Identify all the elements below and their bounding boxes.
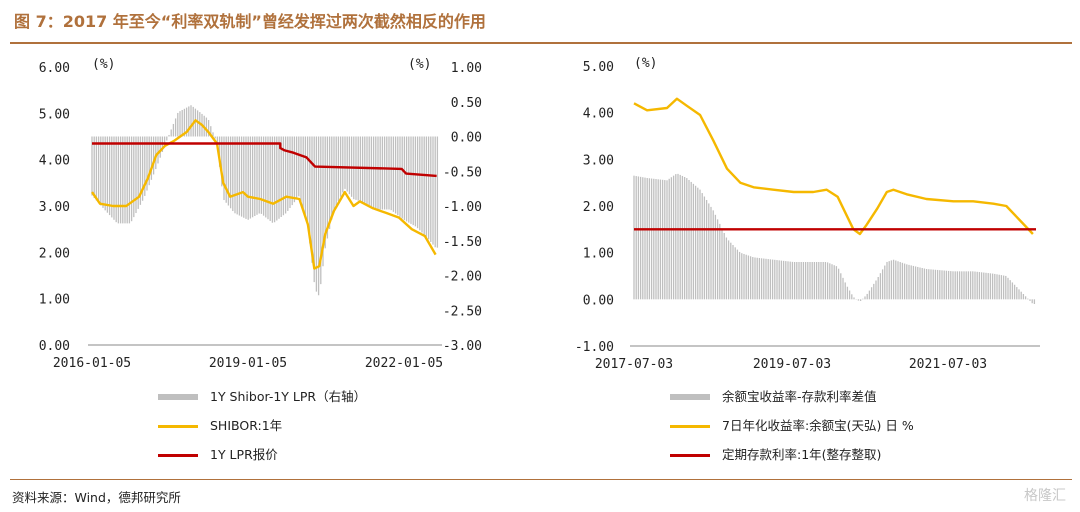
x-tick-label: 2019-07-03 (753, 357, 831, 372)
y-tick-label-right: -0.50 (443, 165, 482, 180)
x-tick-label: 2019-01-05 (209, 356, 287, 371)
x-tick-label: 2022-01-05 (365, 356, 443, 371)
legend-swatch-bar (158, 394, 198, 400)
source-note: 资料来源：Wind，德邦研究所 (12, 490, 181, 505)
y-tick-label-right: -1.00 (443, 200, 482, 215)
y-tick-label-right: -3.00 (443, 339, 482, 354)
y-tick-label-right: -2.00 (443, 270, 482, 285)
y-tick-label-left: 5.00 (39, 107, 70, 122)
x-tick-label: 2017-07-03 (595, 357, 673, 372)
y-tick-label-left: 2.00 (39, 246, 70, 261)
title-divider (10, 42, 1072, 44)
y-tick-label-right: -2.50 (443, 304, 482, 319)
y-tick-label-left: 1.00 (39, 293, 70, 308)
left-line-red (92, 142, 437, 178)
legend-label: 1Y LPR报价 (210, 447, 278, 462)
y-tick-label-right: 1.00 (451, 61, 482, 76)
y-tick-label-right: 0.00 (451, 131, 482, 146)
y-tick-label-right: 0.50 (451, 96, 482, 111)
y-tick-label-left: -1.00 (575, 340, 614, 355)
legend-label: 余额宝收益率-存款利率差值 (722, 389, 877, 404)
y-tick-label-right: -1.50 (443, 235, 482, 250)
figure-title: 图 7：2017 年至今“利率双轨制”曾经发挥过两次截然相反的作用 (14, 12, 486, 31)
legend-label: 定期存款利率:1年(整存整取) (722, 447, 882, 462)
y-tick-label-left: 0.00 (583, 293, 614, 308)
legend-swatch-line (158, 454, 198, 457)
watermark: 格隆汇 (1024, 488, 1066, 504)
legend-swatch-line (670, 425, 710, 428)
y-unit-label-left: (%) (92, 57, 115, 72)
legend-label: SHIBOR:1年 (210, 418, 283, 433)
y-tick-label-left: 5.00 (583, 60, 614, 75)
left-line-yellow (91, 119, 437, 270)
y-tick-label-left: 1.00 (583, 247, 614, 262)
right-line-yellow (633, 97, 1034, 236)
y-tick-label-left: 4.00 (583, 107, 614, 122)
y-tick-label-left: 0.00 (39, 339, 70, 354)
legend-swatch-line (670, 454, 710, 457)
y-tick-label-left: 3.00 (583, 153, 614, 168)
y-tick-label-left: 6.00 (39, 61, 70, 76)
y-tick-label-left: 4.00 (39, 154, 70, 169)
legend-label: 1Y Shibor-1Y LPR（右轴） (210, 389, 367, 404)
legend-swatch-bar (670, 394, 710, 400)
y-tick-label-left: 2.00 (583, 200, 614, 215)
legend-label: 7日年化收益率:余额宝(天弘) 日 % (722, 418, 914, 433)
footer-divider (10, 479, 1072, 480)
x-tick-label: 2016-01-05 (53, 356, 131, 371)
y-unit-label-left: (%) (634, 56, 657, 71)
y-unit-label-right: (%) (408, 57, 431, 72)
charts-canvas: 6.00 5.00 4.00 3.00 2.00 1.00 0.00 (%) 1.00 0.50 0… (39, 56, 1040, 372)
y-tick-label-left: 3.00 (39, 200, 70, 215)
legend-swatch-line (158, 425, 198, 428)
x-tick-label: 2021-07-03 (909, 357, 987, 372)
